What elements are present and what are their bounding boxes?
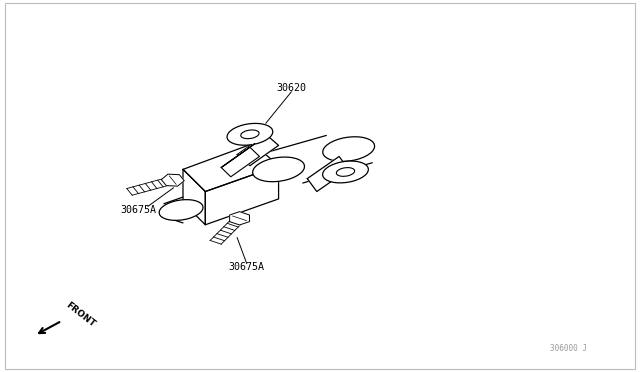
Ellipse shape	[323, 161, 369, 183]
Ellipse shape	[323, 137, 374, 161]
Polygon shape	[221, 144, 255, 167]
Polygon shape	[205, 166, 278, 225]
Text: 30675A: 30675A	[120, 205, 156, 215]
Ellipse shape	[227, 124, 273, 145]
Ellipse shape	[253, 157, 305, 182]
Polygon shape	[161, 174, 184, 186]
Polygon shape	[230, 212, 250, 225]
Polygon shape	[307, 157, 349, 192]
Ellipse shape	[159, 200, 203, 220]
Text: FRONT: FRONT	[64, 300, 97, 329]
Polygon shape	[237, 134, 278, 166]
Polygon shape	[183, 169, 205, 225]
Text: 30675A: 30675A	[228, 262, 265, 272]
Text: 30620: 30620	[276, 83, 307, 93]
Polygon shape	[183, 144, 278, 192]
Polygon shape	[221, 147, 259, 177]
Text: 306000 J: 306000 J	[550, 344, 587, 353]
